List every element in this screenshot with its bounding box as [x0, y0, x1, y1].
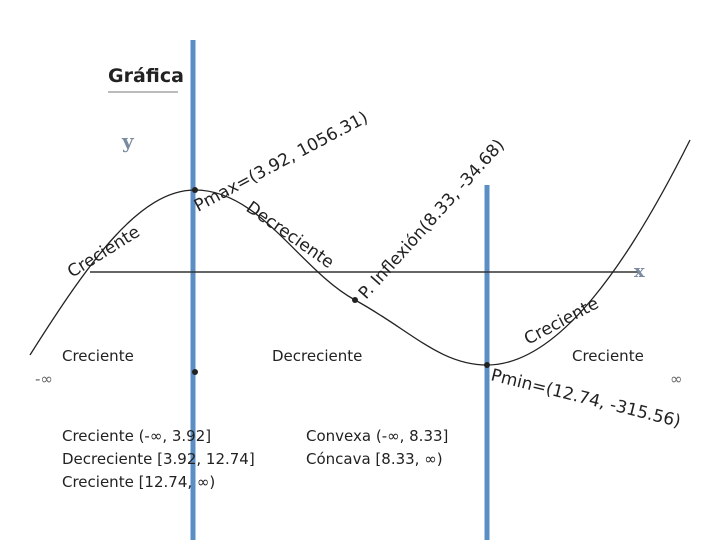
concavity-1: Convexa (-∞, 8.33] [306, 427, 448, 445]
inflection-point [352, 297, 358, 303]
row-left: Creciente [62, 347, 134, 365]
row-right: Creciente [572, 347, 644, 365]
y-label: y [121, 129, 135, 153]
row-middle: Decreciente [272, 347, 362, 365]
monotony-1: Creciente (-∞, 3.92] [62, 427, 211, 445]
plus-infinity: ∞ [670, 370, 683, 388]
curve-label-right: Creciente [521, 294, 602, 350]
minus-infinity: -∞ [35, 370, 53, 388]
pmax-label: Pmax=(3.92, 1056.31) [191, 108, 371, 217]
concavity-2: Cóncava [8.33, ∞) [306, 450, 443, 468]
monotony-3: Creciente [12.74, ∞) [62, 473, 215, 491]
curve-label-middle: Decreciente [242, 198, 337, 273]
x-label: x [634, 261, 645, 282]
row-point [192, 369, 198, 375]
curve-label-left: Creciente [64, 222, 144, 282]
title: Gráfica [108, 65, 184, 87]
monotony-2: Decreciente [3.92, 12.74] [62, 450, 255, 468]
pmin-label: Pmin=(12.74, -315.56) [489, 365, 683, 432]
max-point [192, 187, 198, 193]
function-curve [29, 139, 691, 366]
min-point [484, 362, 490, 368]
